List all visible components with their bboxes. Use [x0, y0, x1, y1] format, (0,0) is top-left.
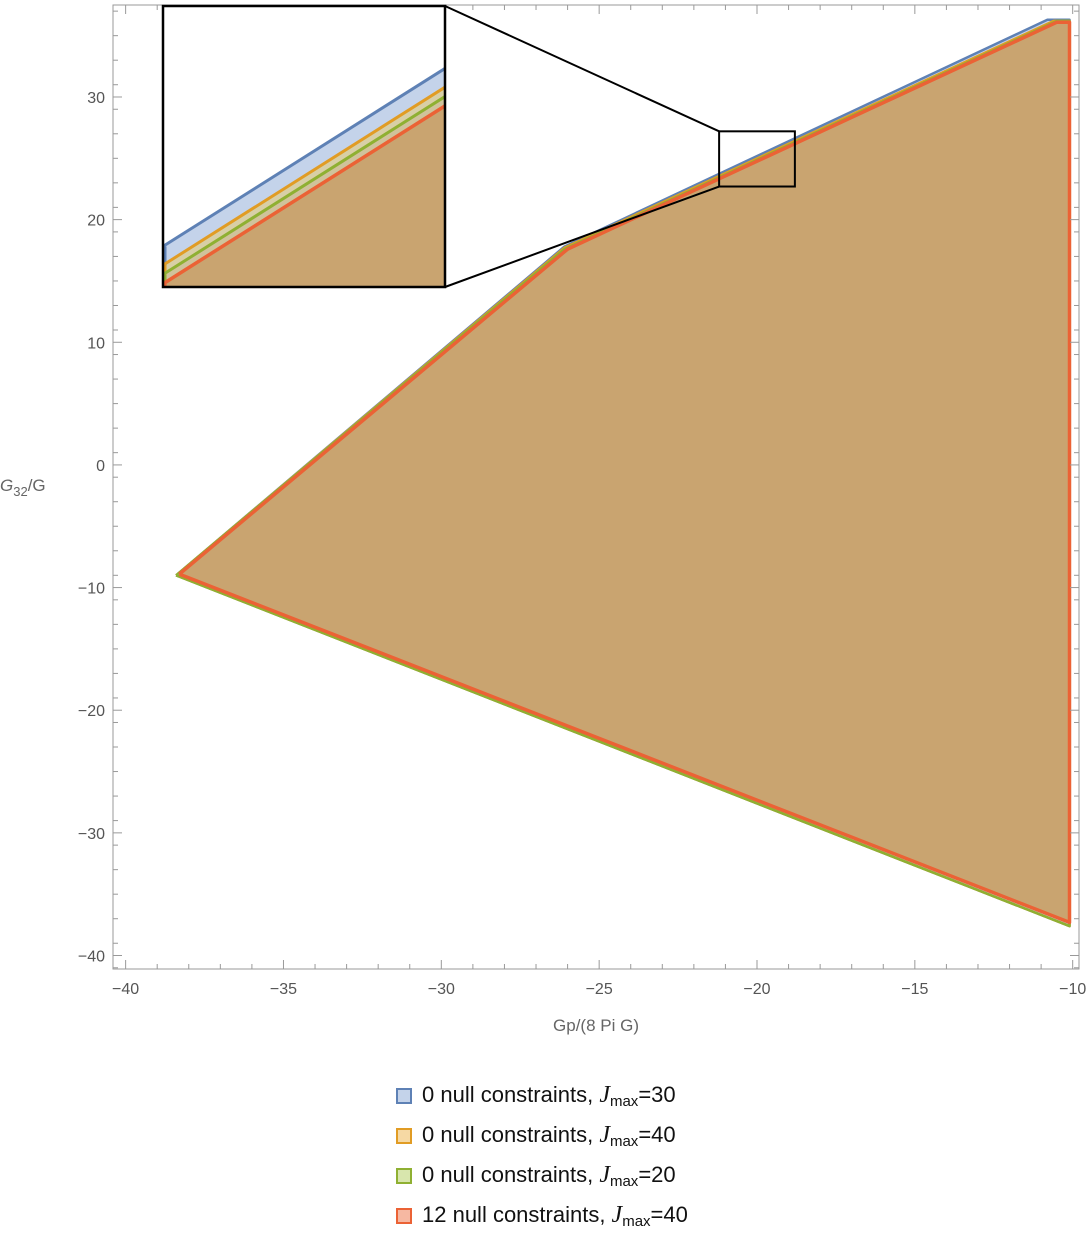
x-axis-label: Gp/(8 Pi G): [553, 1016, 639, 1035]
y-tick-label: 20: [87, 213, 105, 230]
legend-swatch: [396, 1088, 412, 1104]
legend-item: 12 null constraints, Jmax=40: [396, 1196, 688, 1236]
legend-item: 0 null constraints, Jmax=40: [396, 1116, 688, 1156]
legend-label: 12 null constraints, Jmax=40: [422, 1202, 688, 1230]
y-tick-label: −20: [78, 703, 105, 720]
x-tick-label: −20: [743, 981, 770, 998]
x-tick-label: −35: [270, 981, 297, 998]
x-tick-label: −15: [901, 981, 928, 998]
series-3-boundary: [178, 20, 1072, 925]
legend-item: 0 null constraints, Jmax=30: [396, 1076, 688, 1116]
x-tick-label: −40: [112, 981, 139, 998]
legend-label: 0 null constraints, Jmax=20: [422, 1162, 676, 1190]
y-axis-label: G32/G: [0, 476, 46, 499]
legend-swatch: [396, 1128, 412, 1144]
legend-swatch: [396, 1208, 412, 1224]
legend-label: 0 null constraints, Jmax=40: [422, 1122, 676, 1150]
x-tick-label: −25: [586, 981, 613, 998]
region-fill-overlap: [179, 22, 1070, 923]
inset-line-series-2: [162, 95, 446, 276]
zoom-connector-top: [444, 5, 720, 133]
zoom-inset: [161, 4, 796, 289]
y-tick-label: 30: [87, 90, 105, 107]
zoom-source-box: [718, 130, 796, 188]
y-tick-label: −40: [78, 949, 105, 966]
region-layer: [175, 18, 1072, 928]
inset-frame: [161, 4, 447, 289]
axes: −40 −35 −30 −25 −20 −15 −10 −40 −30 −20 −10 0 10 20 30: [78, 4, 1086, 998]
legend-item: 0 null constraints, Jmax=20: [396, 1156, 688, 1196]
legend-label: 0 null constraints, Jmax=30: [422, 1082, 676, 1110]
legend: 0 null constraints, Jmax=30 0 null constr…: [396, 1076, 688, 1236]
plot-frame: [112, 4, 1080, 970]
inset-line-series-1: [162, 85, 446, 267]
x-tick-label: −10: [1059, 981, 1086, 998]
inset-line-series-3: [162, 104, 446, 286]
y-tick-label: −10: [78, 581, 105, 598]
inset-line-series-0: [162, 67, 446, 248]
y-tick-label: 10: [87, 335, 105, 352]
zoom-connector-bottom: [444, 185, 720, 288]
legend-swatch: [396, 1168, 412, 1184]
chart-area: −40 −35 −30 −25 −20 −15 −10 −40 −30 −20 −10 0 10 20 30…: [0, 4, 1086, 1035]
x-tick-label: −30: [428, 981, 455, 998]
y-tick-label: 0: [96, 458, 105, 475]
y-tick-label: −30: [78, 826, 105, 843]
